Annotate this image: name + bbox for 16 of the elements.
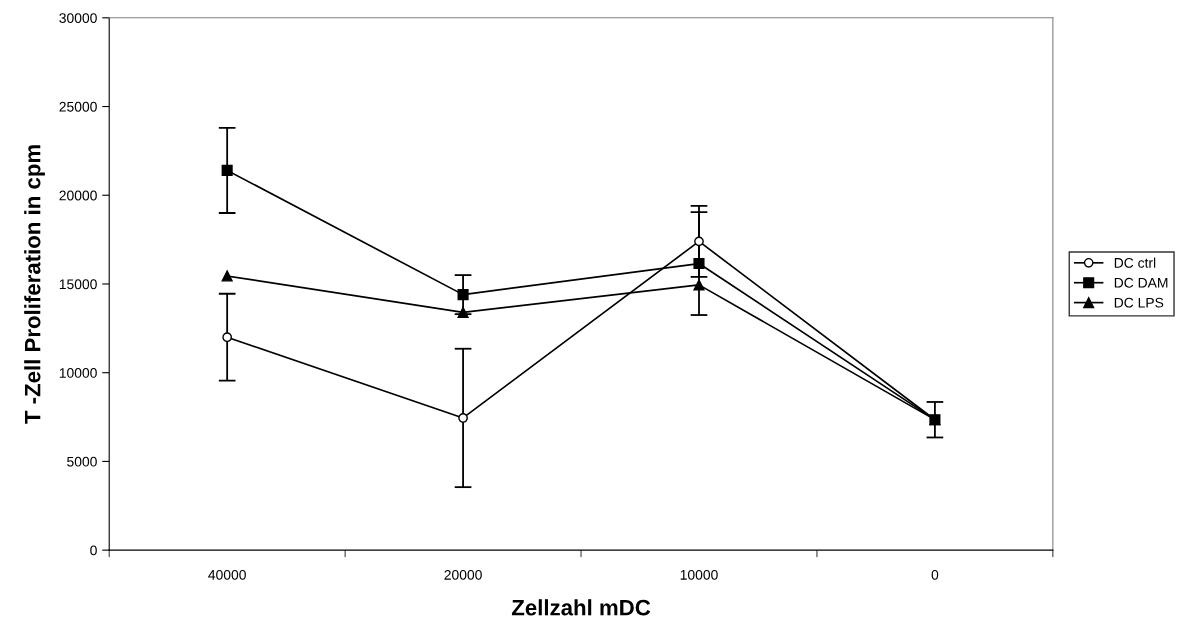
x-tick-label: 10000 bbox=[680, 569, 718, 580]
x-tick-label: 0 bbox=[931, 569, 939, 580]
x-tick-label: 40000 bbox=[208, 569, 246, 580]
y-tick-label: 10000 bbox=[59, 368, 97, 378]
y-tick-label: 5000 bbox=[67, 456, 97, 467]
y-axis-title: T -Zell Proliferation in cpm bbox=[24, 145, 45, 424]
legend-label: DC DAM bbox=[1114, 277, 1168, 288]
legend-label: DC LPS bbox=[1114, 297, 1164, 308]
legend-label: DC ctrl bbox=[1114, 257, 1156, 268]
y-tick-label: 15000 bbox=[59, 279, 97, 290]
y-tick-label: 30000 bbox=[59, 13, 97, 23]
y-tick-label: 25000 bbox=[59, 101, 97, 112]
y-tick-label: 0 bbox=[90, 545, 97, 556]
x-tick-label: 20000 bbox=[444, 569, 482, 580]
x-axis-title: Zellzahl mDC bbox=[511, 599, 651, 616]
y-tick-label: 20000 bbox=[59, 190, 97, 201]
